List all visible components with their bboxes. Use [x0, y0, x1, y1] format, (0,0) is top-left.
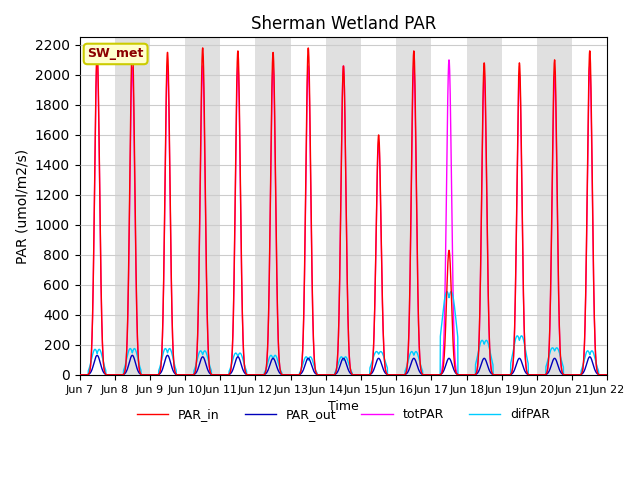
- PAR_out: [278, 372, 286, 378]
- Bar: [467, 37, 502, 375]
- PAR_in: [604, 372, 611, 378]
- PAR_out: [168, 362, 175, 368]
- Bar: [185, 37, 220, 375]
- difPAR: [76, 372, 83, 378]
- PAR_in: [129, 42, 136, 48]
- totPAR: [604, 372, 611, 378]
- totPAR: [136, 369, 144, 375]
- PAR_out: [593, 371, 601, 376]
- Bar: [255, 37, 291, 375]
- PAR_out: [93, 352, 101, 358]
- totPAR: [93, 57, 101, 63]
- Text: SW_met: SW_met: [88, 48, 144, 60]
- difPAR: [447, 288, 455, 294]
- Bar: [326, 37, 361, 375]
- Bar: [537, 37, 572, 375]
- PAR_out: [536, 372, 544, 378]
- Line: totPAR: totPAR: [79, 60, 607, 375]
- Bar: [115, 37, 150, 375]
- PAR_out: [604, 372, 611, 378]
- difPAR: [604, 372, 611, 378]
- difPAR: [301, 356, 308, 361]
- Title: Sherman Wetland PAR: Sherman Wetland PAR: [251, 15, 436, 33]
- PAR_in: [301, 236, 309, 242]
- Line: PAR_out: PAR_out: [79, 355, 607, 375]
- totPAR: [168, 274, 175, 279]
- PAR_in: [593, 368, 601, 374]
- Y-axis label: PAR (umol/m2/s): PAR (umol/m2/s): [15, 148, 29, 264]
- Legend: PAR_in, PAR_out, totPAR, difPAR: PAR_in, PAR_out, totPAR, difPAR: [132, 403, 556, 426]
- difPAR: [278, 372, 286, 378]
- X-axis label: Time: Time: [328, 400, 359, 413]
- totPAR: [593, 369, 601, 374]
- Line: PAR_in: PAR_in: [79, 45, 607, 375]
- PAR_out: [301, 362, 309, 368]
- PAR_out: [76, 372, 83, 378]
- Bar: [396, 37, 431, 375]
- totPAR: [76, 372, 83, 378]
- Line: difPAR: difPAR: [79, 291, 607, 375]
- difPAR: [536, 372, 544, 378]
- PAR_in: [536, 372, 544, 378]
- PAR_in: [76, 372, 83, 378]
- difPAR: [167, 348, 175, 354]
- PAR_in: [136, 369, 144, 375]
- difPAR: [136, 363, 143, 369]
- totPAR: [536, 372, 544, 378]
- totPAR: [278, 372, 286, 378]
- PAR_in: [168, 269, 175, 275]
- difPAR: [593, 364, 601, 370]
- totPAR: [301, 244, 309, 250]
- PAR_out: [136, 371, 144, 377]
- PAR_in: [278, 372, 286, 378]
